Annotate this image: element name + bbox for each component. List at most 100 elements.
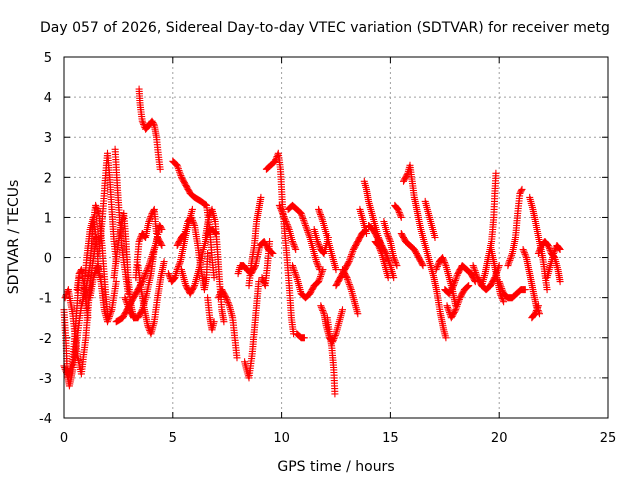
data-point <box>141 233 149 241</box>
data-point <box>140 273 148 281</box>
data-point <box>284 222 292 230</box>
data-point <box>314 262 322 270</box>
data-point <box>315 205 323 213</box>
data-point <box>348 251 355 259</box>
data-point <box>393 262 401 270</box>
data-point <box>354 310 362 318</box>
data-point <box>140 274 148 282</box>
y-tick-label: 2 <box>44 171 52 186</box>
data-point <box>395 209 403 217</box>
data-point <box>189 218 197 226</box>
data-point <box>556 246 564 253</box>
data-point <box>497 283 505 291</box>
data-point <box>555 244 563 252</box>
x-tick-label: 10 <box>273 431 290 446</box>
data-point <box>93 205 101 213</box>
data-point <box>433 262 441 270</box>
data-point <box>277 205 285 213</box>
data-point <box>375 243 383 251</box>
data-point <box>517 187 525 195</box>
data-point <box>285 224 293 232</box>
data-point <box>160 258 168 266</box>
data-point <box>142 268 150 276</box>
data-point <box>301 220 309 228</box>
data-point <box>180 231 187 239</box>
data-point <box>545 243 553 251</box>
data-point <box>255 278 263 286</box>
data-point <box>314 261 322 269</box>
data-point <box>225 300 233 308</box>
data-point <box>397 213 405 221</box>
data-point <box>383 230 391 237</box>
data-point <box>374 242 382 249</box>
data-point <box>125 304 133 312</box>
data-point <box>145 218 153 225</box>
data-point <box>546 245 553 253</box>
data-point <box>188 205 196 213</box>
data-point <box>122 295 129 303</box>
sdtvar-series <box>60 85 564 398</box>
data-point <box>281 216 289 224</box>
data-point <box>158 226 166 233</box>
data-point <box>175 262 182 270</box>
data-point <box>465 282 473 290</box>
data-point <box>259 275 267 283</box>
data-point <box>342 272 350 280</box>
y-tick-label: 5 <box>44 51 52 66</box>
data-point <box>463 283 471 291</box>
data-point <box>279 209 287 217</box>
data-point <box>317 302 325 310</box>
x-tick-label: 25 <box>600 431 617 446</box>
data-point <box>532 308 540 316</box>
data-point <box>392 260 400 268</box>
data-point <box>550 250 558 257</box>
data-point <box>292 270 300 278</box>
data-point <box>319 266 327 274</box>
data-point <box>300 334 308 342</box>
data-point <box>215 294 222 302</box>
data-point <box>316 274 324 282</box>
data-point <box>505 260 512 268</box>
data-point <box>536 245 544 253</box>
data-point <box>315 264 323 272</box>
data-point <box>92 201 100 209</box>
data-point <box>279 211 287 219</box>
data-point <box>521 286 529 294</box>
data-point <box>305 232 313 240</box>
data-point <box>277 206 285 214</box>
y-tick-label: -2 <box>39 332 52 347</box>
data-point <box>397 212 405 220</box>
data-point <box>551 246 559 254</box>
data-point <box>150 207 158 215</box>
data-point <box>143 266 151 274</box>
data-point <box>223 295 231 303</box>
data-point <box>316 209 324 217</box>
data-point <box>122 297 130 305</box>
data-point <box>274 151 282 159</box>
data-point <box>300 218 308 226</box>
data-point <box>432 266 440 274</box>
data-point <box>188 215 196 223</box>
data-point <box>136 234 144 242</box>
data-point <box>384 274 392 282</box>
data-point <box>222 294 230 302</box>
data-point <box>313 259 321 267</box>
y-tick-label: -1 <box>39 292 52 307</box>
x-axis-tick-labels: 0 5 10 15 20 25 <box>60 431 616 446</box>
data-point <box>440 257 448 265</box>
data-point <box>158 242 166 249</box>
data-point <box>504 262 512 270</box>
data-point <box>344 277 352 285</box>
data-point <box>454 301 461 308</box>
data-point <box>507 253 515 261</box>
data-point <box>319 249 327 257</box>
data-point <box>344 275 351 283</box>
data-point <box>150 120 158 128</box>
data-point <box>317 271 325 279</box>
y-tick-label: -4 <box>39 412 52 427</box>
data-point <box>135 238 143 245</box>
data-point <box>166 273 174 281</box>
data-point <box>105 314 113 322</box>
data-point <box>302 223 310 231</box>
data-point <box>177 172 185 180</box>
